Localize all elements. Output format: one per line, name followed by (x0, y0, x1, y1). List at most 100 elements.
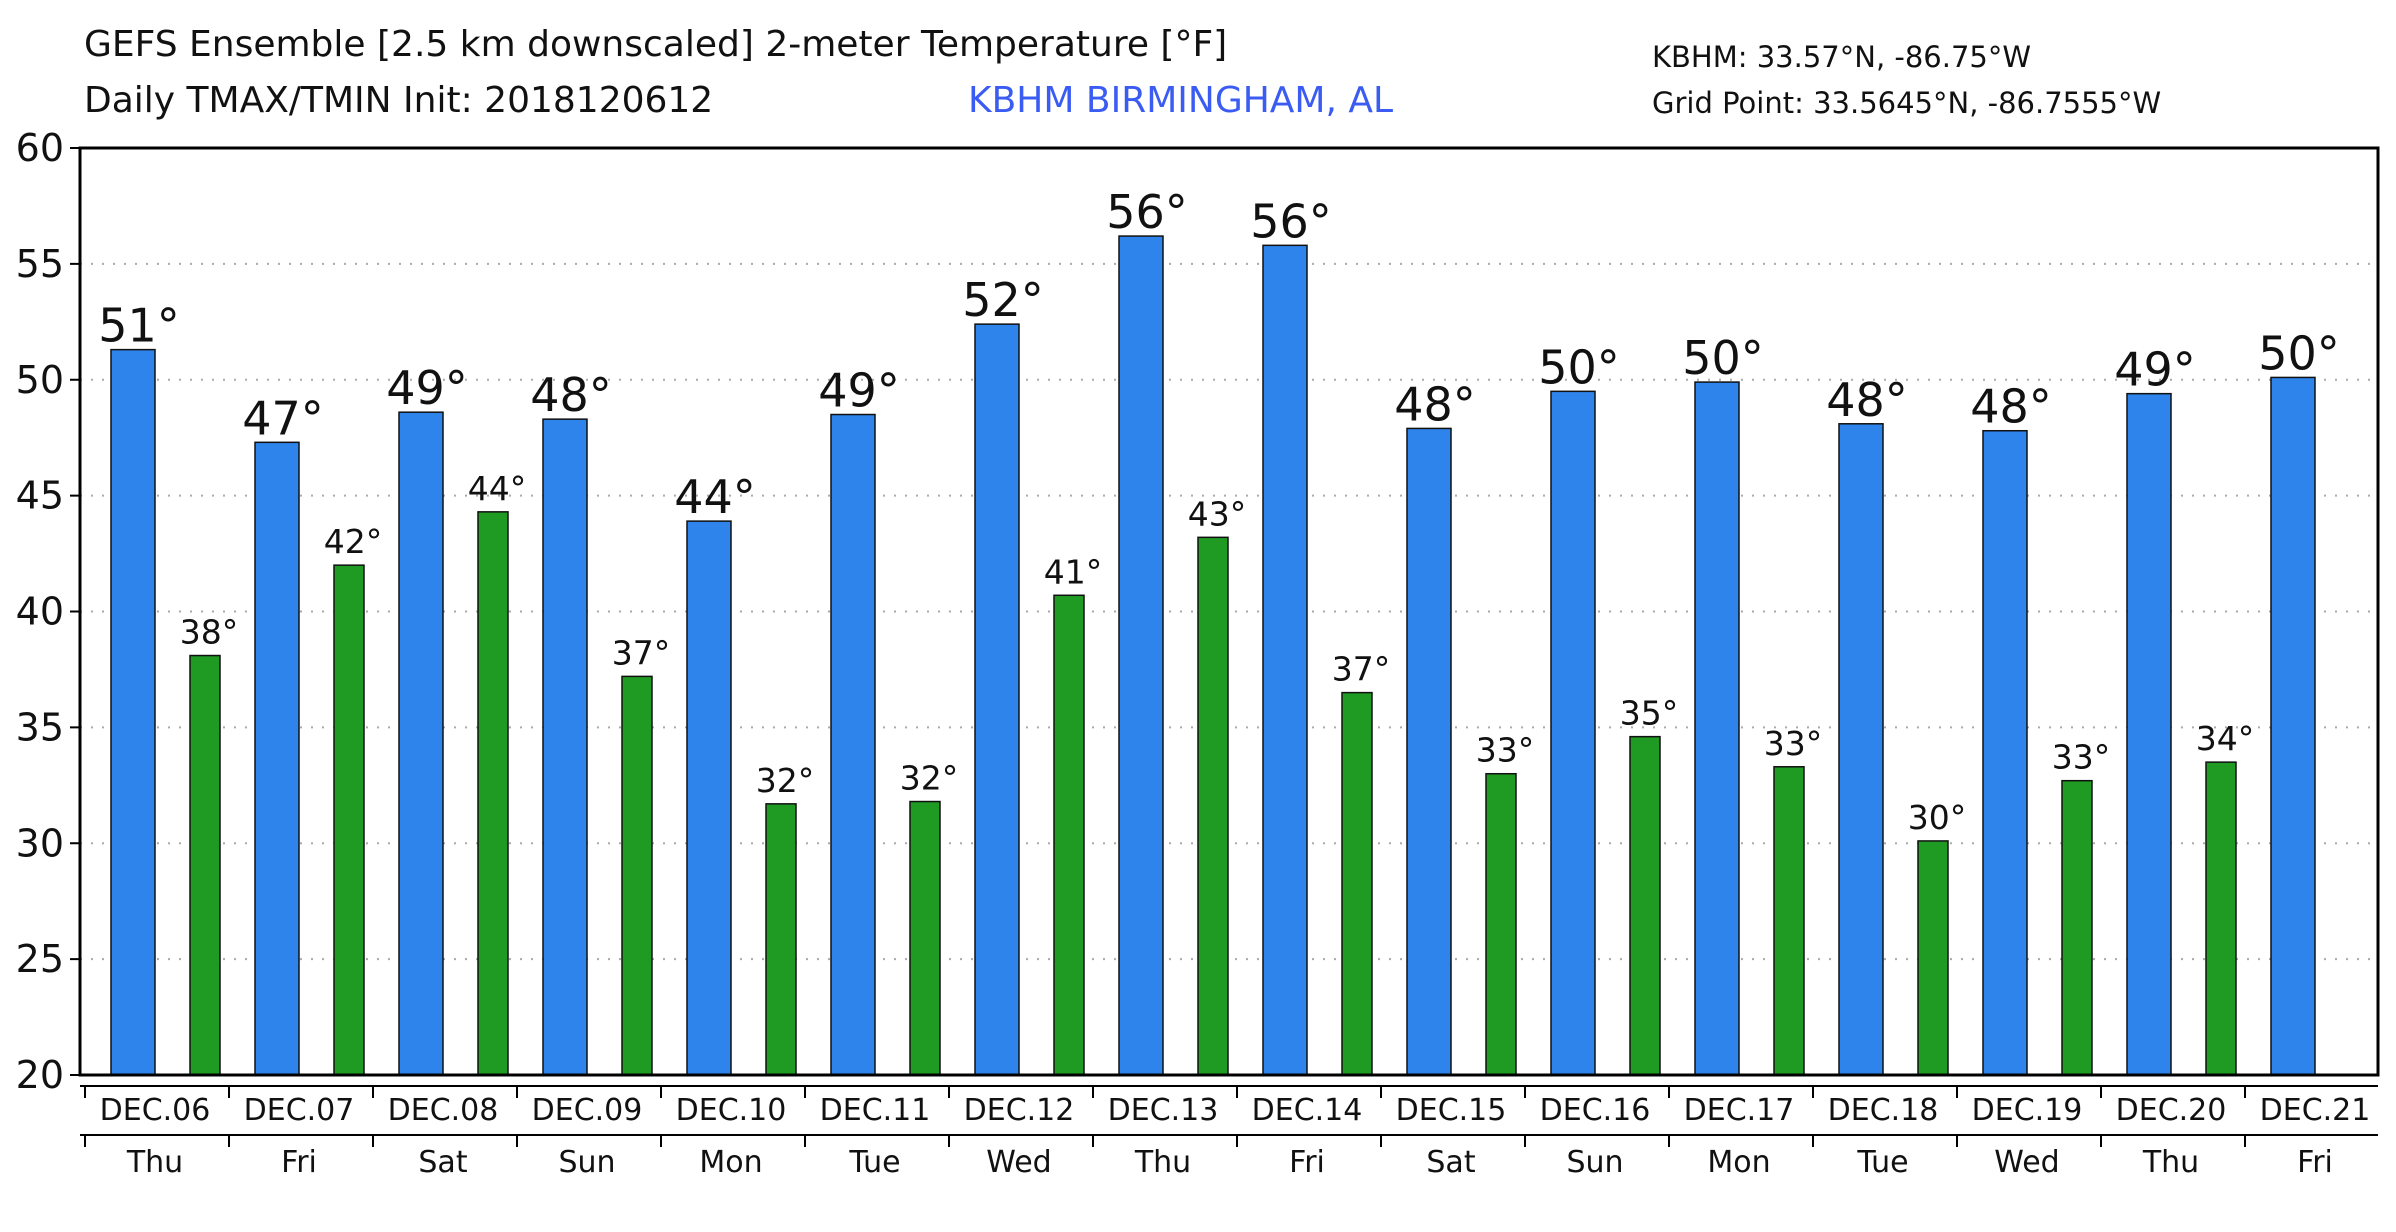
x-weekday-label: Wed (1994, 1145, 2059, 1180)
x-date-label: DEC.12 (964, 1093, 1075, 1128)
tmin-bar (1773, 766, 1805, 1076)
tmin-bar (1341, 691, 1373, 1076)
y-tick-label: 55 (16, 242, 64, 286)
y-tick-label: 40 (16, 590, 64, 634)
x-date-label: DEC.16 (1540, 1093, 1651, 1128)
y-tick-label: 60 (16, 126, 64, 170)
tmax-value-label: 56° (1106, 185, 1188, 239)
tmax-bar (254, 441, 300, 1076)
x-weekday-label: Wed (986, 1145, 1051, 1180)
tmin-bar (1485, 772, 1517, 1076)
tmax-bar (686, 520, 732, 1076)
x-date-label: DEC.13 (1108, 1093, 1219, 1128)
y-tick-label: 45 (16, 474, 64, 518)
x-date-label: DEC.09 (532, 1093, 643, 1128)
x-date-label: DEC.07 (244, 1093, 355, 1128)
tmax-value-label: 48° (1826, 373, 1908, 427)
x-weekday-label: Sat (418, 1145, 467, 1180)
tmin-bar (477, 511, 509, 1076)
tmax-bar (1550, 390, 1596, 1076)
x-weekday-label: Mon (1707, 1145, 1770, 1180)
tmin-bar (1629, 735, 1661, 1076)
x-weekday-label: Thu (1134, 1145, 1191, 1180)
tmin-value-label: 41° (1044, 552, 1103, 591)
tmin-bar (1053, 594, 1085, 1076)
tmax-value-label: 48° (1970, 380, 2052, 434)
x-weekday-label: Sun (558, 1145, 615, 1180)
tmin-value-label: 34° (2196, 719, 2255, 758)
tmax-value-label: 50° (1538, 340, 1620, 394)
tmin-bar (333, 564, 365, 1076)
tmax-value-label: 47° (242, 391, 324, 445)
x-date-label: DEC.11 (820, 1093, 931, 1128)
x-date-label: DEC.17 (1684, 1093, 1795, 1128)
tmax-value-label: 51° (98, 299, 180, 353)
tmin-bar (2061, 779, 2093, 1076)
tmin-value-label: 35° (1620, 694, 1679, 733)
tmin-value-label: 38° (180, 613, 239, 652)
station-name: KBHM BIRMINGHAM, AL (968, 80, 1394, 121)
tmin-value-label: 32° (900, 759, 959, 798)
tmin-value-label: 37° (1332, 650, 1391, 689)
station-coordinates: KBHM: 33.57°N, -86.75°W (1652, 40, 2032, 74)
tmax-bar (1982, 429, 2028, 1076)
tmax-value-label: 44° (674, 470, 756, 524)
tmax-bar (542, 418, 588, 1076)
x-date-label: DEC.18 (1828, 1093, 1939, 1128)
x-weekday-label: Fri (2297, 1145, 2333, 1180)
x-date-label: DEC.14 (1252, 1093, 1363, 1128)
x-weekday-label: Fri (1289, 1145, 1325, 1180)
x-date-label: DEC.10 (676, 1093, 787, 1128)
tmin-value-label: 33° (2052, 738, 2111, 777)
tmax-bar (1262, 244, 1308, 1076)
chart-subtitle: Daily TMAX/TMIN Init: 2018120612 (84, 80, 714, 121)
tmin-bar (2205, 761, 2237, 1076)
x-weekday-label: Thu (126, 1145, 183, 1180)
x-date-label: DEC.20 (2116, 1093, 2227, 1128)
tmin-value-label: 43° (1188, 494, 1247, 533)
tmin-value-label: 42° (324, 522, 383, 561)
tmax-value-label: 50° (1682, 331, 1764, 385)
grid-point-coordinates: Grid Point: 33.5645°N, -86.7555°W (1652, 86, 2162, 120)
tmax-value-label: 48° (530, 368, 612, 422)
y-tick-label: 20 (16, 1053, 64, 1097)
tmax-value-label: 49° (818, 364, 900, 418)
tmax-value-label: 49° (386, 361, 468, 415)
tmin-value-label: 37° (612, 633, 671, 672)
tmin-bar (621, 675, 653, 1076)
tmax-bar (2270, 376, 2316, 1076)
tmin-bar (765, 803, 797, 1076)
x-weekday-label: Thu (2142, 1145, 2199, 1180)
x-weekday-label: Sat (1426, 1145, 1475, 1180)
tmin-value-label: 33° (1476, 731, 1535, 770)
x-weekday-label: Mon (699, 1145, 762, 1180)
tmin-bar (1197, 536, 1229, 1076)
tmax-bar (974, 323, 1020, 1076)
y-tick-label: 25 (16, 937, 64, 981)
tmin-value-label: 44° (468, 469, 527, 508)
y-tick-label: 30 (16, 821, 64, 865)
x-date-label: DEC.06 (100, 1093, 211, 1128)
plot-frame (78, 146, 2380, 1077)
tmax-bar (398, 411, 444, 1076)
tmax-bar (830, 413, 876, 1076)
x-date-label: DEC.15 (1396, 1093, 1507, 1128)
tmax-value-label: 48° (1394, 377, 1476, 431)
tmin-value-label: 30° (1908, 798, 1967, 837)
y-tick-label: 35 (16, 705, 64, 749)
tmin-value-label: 33° (1764, 724, 1823, 763)
tmax-value-label: 56° (1250, 194, 1332, 248)
tmin-bar (1917, 840, 1949, 1076)
x-date-label: DEC.21 (2260, 1093, 2371, 1128)
x-date-label: DEC.19 (1972, 1093, 2083, 1128)
tmax-bar (1694, 381, 1740, 1076)
tmax-bar (1406, 427, 1452, 1076)
tmin-bar (909, 800, 941, 1076)
tmax-bar (1838, 423, 1884, 1076)
tmax-value-label: 50° (2258, 326, 2340, 380)
x-weekday-label: Tue (848, 1145, 900, 1180)
tmax-value-label: 52° (962, 273, 1044, 327)
y-tick-label: 50 (16, 358, 64, 402)
tmax-value-label: 49° (2114, 343, 2196, 397)
